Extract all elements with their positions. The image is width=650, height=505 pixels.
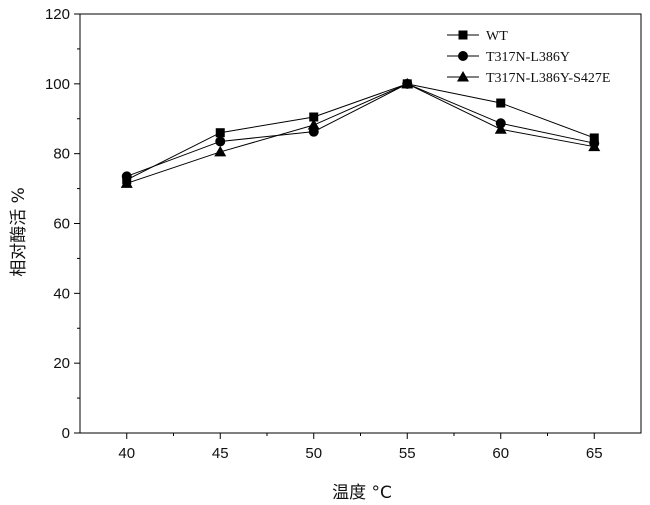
y-tick-label: 80 xyxy=(53,146,70,163)
x-tick-label: 50 xyxy=(305,445,322,462)
data-point-circle xyxy=(215,136,225,146)
x-tick-label: 45 xyxy=(212,445,229,462)
y-tick-label: 120 xyxy=(45,6,70,23)
series-layer xyxy=(121,78,601,188)
y-axis: 0 20 40 60 80 100 120 xyxy=(45,6,80,442)
y-tick-label: 20 xyxy=(53,355,70,372)
x-tick-label: 65 xyxy=(586,445,603,462)
legend: WT T317N-L386Y T317N-L386Y-S427E xyxy=(447,29,610,86)
data-point-circle xyxy=(458,51,468,61)
series-square xyxy=(122,79,599,184)
data-point-square xyxy=(216,128,225,137)
series-triangle xyxy=(121,78,601,188)
legend-label: T317N-L386Y-S427E xyxy=(486,71,610,86)
legend-entry: T317N-L386Y-S427E xyxy=(447,71,610,86)
y-tick-label: 0 xyxy=(62,425,70,442)
x-tick-label: 40 xyxy=(118,445,135,462)
legend-entry: WT xyxy=(447,29,508,44)
y-tick-label: 40 xyxy=(53,285,70,302)
legend-label: WT xyxy=(486,29,508,44)
legend-label: T317N-L386Y xyxy=(486,50,570,65)
series-circle xyxy=(122,79,600,182)
data-point-square xyxy=(459,31,468,40)
y-tick-label: 100 xyxy=(45,76,70,93)
x-tick-label: 55 xyxy=(399,445,416,462)
x-axis-title: 温度 °C xyxy=(332,483,392,503)
series-line xyxy=(127,84,595,184)
data-point-triangle xyxy=(457,71,469,82)
y-tick-label: 60 xyxy=(53,216,70,233)
x-axis: 40 45 50 55 60 65 xyxy=(118,433,602,462)
x-tick-label: 60 xyxy=(492,445,509,462)
legend-entry: T317N-L386Y xyxy=(447,50,570,65)
y-axis-title: 相对酶活 % xyxy=(9,187,29,277)
line-chart: 40 45 50 55 60 65 0 20 40 60 80 100 120 WT T317N-L38… xyxy=(0,0,650,505)
series-line xyxy=(127,84,595,177)
data-point-square xyxy=(496,99,505,108)
series-line xyxy=(127,84,595,180)
